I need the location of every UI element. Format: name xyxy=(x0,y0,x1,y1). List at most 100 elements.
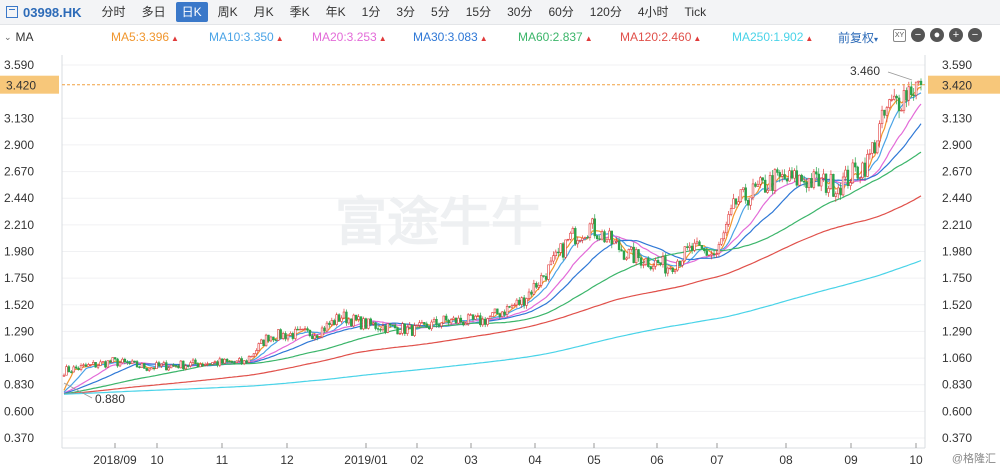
candle-body xyxy=(354,314,358,320)
ma-legend-item[interactable]: MA30:3.083 ▲ xyxy=(413,30,488,44)
candle-body xyxy=(493,308,497,313)
candle-body xyxy=(644,257,648,265)
candle-body xyxy=(639,257,643,266)
caret-up-icon: ▲ xyxy=(171,34,179,43)
candle-body xyxy=(710,253,713,256)
candle-body xyxy=(866,154,869,177)
ma-legend-item[interactable]: MA60:2.837 ▲ xyxy=(518,30,593,44)
candle-body xyxy=(208,363,212,365)
symbol-area[interactable]: 03998.HK xyxy=(6,5,82,20)
ma-legend-item[interactable]: MA5:3.396 ▲ xyxy=(111,30,179,44)
ma-line xyxy=(63,123,922,395)
candle-body xyxy=(676,260,679,271)
candle-body xyxy=(688,245,691,248)
price-adjust-label: 前复权 xyxy=(838,31,875,45)
candle-body xyxy=(449,319,453,324)
candle-body xyxy=(861,162,864,178)
period-tab[interactable]: 日K xyxy=(175,2,208,22)
candle-body xyxy=(683,246,687,262)
candle-body xyxy=(856,166,859,179)
candle-body xyxy=(880,109,884,124)
ma-line xyxy=(63,259,922,395)
candle-body xyxy=(819,177,823,187)
candle-body xyxy=(130,360,134,365)
candle-body xyxy=(116,358,119,367)
period-tab[interactable]: 5分 xyxy=(431,5,450,19)
period-tab[interactable]: 分时 xyxy=(101,5,126,19)
ma-legend-item[interactable]: MA250:1.902 ▲ xyxy=(732,30,813,44)
candle-body xyxy=(610,230,613,245)
candle-body xyxy=(664,256,667,274)
candle-body xyxy=(459,317,463,323)
y-tick-label-right: 1.290 xyxy=(942,324,972,338)
candle-body xyxy=(530,291,533,295)
candle-body xyxy=(118,362,122,367)
candle-body xyxy=(498,313,502,317)
candle-body xyxy=(763,179,767,193)
period-tab[interactable]: 60分 xyxy=(548,5,574,19)
candle-body xyxy=(783,174,786,180)
y-tick-label-left: 2.440 xyxy=(4,191,34,205)
settings-icon[interactable]: ● xyxy=(930,28,944,42)
period-tab[interactable]: 多日 xyxy=(141,5,166,19)
candle-body xyxy=(230,361,234,363)
candle-body xyxy=(681,260,684,266)
x-tick-label: 03 xyxy=(464,453,478,467)
candle-body xyxy=(250,355,253,358)
candle-body xyxy=(94,362,97,368)
ma-legend-label: MA20:3.253 xyxy=(312,30,377,44)
price-adjust-dropdown[interactable]: 前复权▾ xyxy=(838,29,878,46)
y-tick-label-right: 1.750 xyxy=(942,271,972,285)
candle-body xyxy=(510,305,514,308)
candle-body xyxy=(403,323,407,334)
period-tab[interactable]: 3分 xyxy=(396,5,416,19)
candle-body xyxy=(790,170,794,179)
period-tab[interactable]: 月K xyxy=(253,5,274,19)
period-tab[interactable]: 15分 xyxy=(465,5,492,19)
candle-body xyxy=(581,237,584,241)
ma-legend-item[interactable]: MA120:2.460 ▲ xyxy=(620,30,701,44)
candle-body xyxy=(342,311,346,319)
candle-body xyxy=(914,81,918,96)
candle-body xyxy=(632,246,635,263)
candle-body xyxy=(442,315,446,324)
period-tab[interactable]: 周K xyxy=(217,5,238,19)
ma-toggle[interactable]: ⌄ MA xyxy=(4,30,34,44)
ma-toggle-label: MA xyxy=(15,30,34,44)
caret-up-icon: ▲ xyxy=(479,34,488,43)
candle-body xyxy=(466,314,470,324)
candle-body xyxy=(617,240,621,250)
period-tab[interactable]: 4小时 xyxy=(637,5,669,19)
candle-body xyxy=(827,188,830,193)
candle-body xyxy=(832,173,835,197)
period-tab[interactable]: 季K xyxy=(289,5,310,19)
ma-legend-item[interactable]: MA10:3.350 ▲ xyxy=(209,30,284,44)
candle-body xyxy=(204,364,207,366)
candle-body xyxy=(897,97,901,112)
candle-body xyxy=(525,298,528,306)
minus-icon[interactable]: − xyxy=(911,28,925,42)
candle-body xyxy=(135,361,139,368)
candle-body xyxy=(535,283,538,288)
period-tab[interactable]: 年K xyxy=(325,5,346,19)
period-tab[interactable]: 120分 xyxy=(589,5,622,19)
high-leader-line xyxy=(887,71,913,81)
axis-scale-icon[interactable]: XY xyxy=(893,28,906,42)
period-tab[interactable]: 30分 xyxy=(507,5,533,19)
caret-up-icon: ▲ xyxy=(693,34,702,43)
y-tick-label-left: 0.600 xyxy=(4,404,34,418)
candle-body xyxy=(483,318,487,325)
candle-body xyxy=(873,142,876,154)
period-tab[interactable]: Tick xyxy=(684,5,707,19)
ma-line xyxy=(63,195,922,395)
candle-body xyxy=(99,361,102,366)
ma-legend-item[interactable]: MA20:3.253 ▲ xyxy=(312,30,387,44)
plus-icon[interactable]: + xyxy=(949,28,963,42)
zoom-out-icon[interactable]: − xyxy=(968,28,982,42)
candle-body xyxy=(912,94,915,96)
period-tab[interactable]: 1分 xyxy=(361,5,381,19)
candle-body xyxy=(350,318,353,327)
candle-body xyxy=(761,177,764,181)
candle-body xyxy=(101,361,105,363)
